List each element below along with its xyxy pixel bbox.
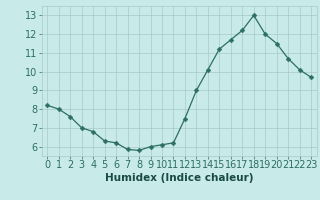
X-axis label: Humidex (Indice chaleur): Humidex (Indice chaleur) xyxy=(105,173,253,183)
